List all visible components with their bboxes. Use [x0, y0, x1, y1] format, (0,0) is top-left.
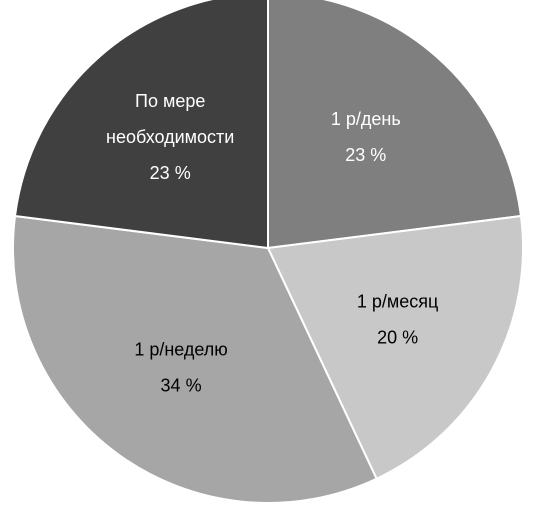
slice-label-2: 1 р/неделю 34 % — [134, 340, 228, 396]
pie-slice-3 — [13, 0, 269, 250]
slice-label-text: 1 р/день — [331, 109, 401, 129]
slice-percent: 34 % — [161, 376, 202, 396]
pie-labels: 1 р/день 23 % 1 р/месяц 20 % 1 р/неделю 34 % П… — [106, 91, 438, 396]
pie-slices — [12, 0, 524, 504]
pie-slice-2 — [12, 214, 378, 504]
slice-label-text: 1 р/неделю — [134, 340, 228, 360]
slice-label-text: 1 р/месяц — [357, 291, 438, 311]
pie-slice-0 — [267, 0, 523, 250]
slice-percent: 20 % — [377, 327, 418, 347]
slice-label-text: необходимости — [106, 127, 234, 147]
slice-label-3: По мере необходимости 23 % — [106, 91, 234, 183]
slice-percent: 23 % — [345, 145, 386, 165]
pie-slice-1 — [266, 214, 524, 481]
slice-percent: 23 % — [150, 163, 191, 183]
slice-label-text: По мере — [135, 91, 205, 111]
slice-label-0: 1 р/день 23 % — [331, 109, 401, 165]
slice-label-1: 1 р/месяц 20 % — [357, 291, 438, 347]
